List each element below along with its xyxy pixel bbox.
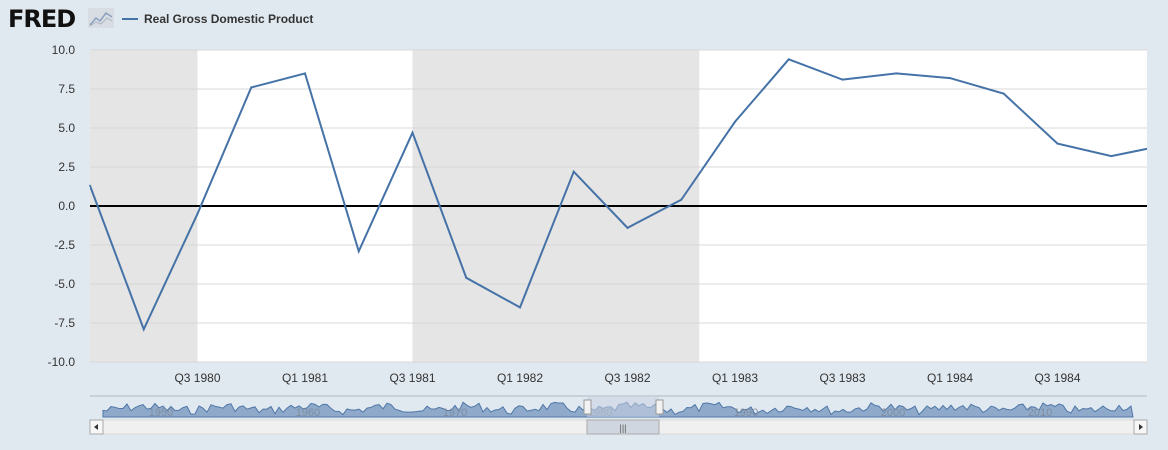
data-point[interactable] <box>572 170 575 173</box>
x-tick-label: Q1 1982 <box>497 371 543 385</box>
y-tick-label: 2.5 <box>58 160 75 174</box>
data-point[interactable] <box>680 198 683 201</box>
data-point[interactable] <box>734 120 736 123</box>
navigator-handle[interactable] <box>655 399 664 415</box>
y-tick-label: -10.0 <box>48 355 76 369</box>
line-chart-icon <box>88 8 114 28</box>
navigator-year-label: 1970 <box>443 407 467 419</box>
grip-icon: ||| <box>619 423 626 433</box>
x-tick-label: Q3 1984 <box>1034 371 1080 385</box>
data-point[interactable] <box>626 226 629 229</box>
x-tick-label: Q3 1983 <box>819 371 865 385</box>
data-point[interactable] <box>196 212 199 215</box>
data-point[interactable] <box>895 72 898 75</box>
y-tick-label: -7.5 <box>54 316 75 330</box>
legend-item[interactable]: Real Gross Domestic Product <box>122 12 313 26</box>
x-tick-label: Q1 1981 <box>282 371 328 385</box>
fred-logo[interactable]: FRED <box>8 5 76 33</box>
data-point[interactable] <box>465 276 468 279</box>
navigator-year-label: 1960 <box>296 407 320 419</box>
data-point[interactable] <box>89 184 91 187</box>
data-point[interactable] <box>142 328 145 331</box>
data-point[interactable] <box>519 306 521 309</box>
navigator-year-label: 1990 <box>734 407 758 419</box>
data-point[interactable] <box>949 77 951 80</box>
navigator-handle[interactable] <box>583 399 592 415</box>
legend-swatch <box>122 18 138 20</box>
data-point[interactable] <box>357 250 360 253</box>
y-tick-label: 7.5 <box>58 82 75 96</box>
legend-label: Real Gross Domestic Product <box>144 12 314 26</box>
data-point[interactable] <box>787 58 790 61</box>
data-point[interactable] <box>1002 92 1005 95</box>
y-tick-label: 0.0 <box>58 199 75 213</box>
data-point[interactable] <box>411 131 414 134</box>
y-tick-label: -5.0 <box>54 277 75 291</box>
data-point[interactable] <box>1110 155 1113 158</box>
data-point[interactable] <box>841 78 844 81</box>
navigator-selection[interactable] <box>587 397 659 417</box>
triangle-right-icon <box>1139 424 1143 430</box>
y-tick-label: -2.5 <box>54 238 75 252</box>
triangle-left-icon <box>94 424 98 430</box>
x-tick-label: Q3 1982 <box>604 371 650 385</box>
x-tick-label: Q1 1983 <box>712 371 758 385</box>
navigator[interactable]: 1950196019701980199020002010||| <box>89 395 1148 435</box>
y-tick-label: 5.0 <box>58 121 75 135</box>
data-point[interactable] <box>304 72 306 75</box>
scrollbar-thumb[interactable] <box>586 419 660 435</box>
x-tick-label: Q3 1981 <box>389 371 435 385</box>
data-point[interactable] <box>250 86 253 89</box>
navigator-year-label: 2000 <box>881 407 905 419</box>
y-tick-label: 10.0 <box>52 43 76 57</box>
navigator-year-label: 2010 <box>1028 407 1052 419</box>
navigator-year-label: 1950 <box>149 407 173 419</box>
x-tick-label: Q1 1984 <box>927 371 973 385</box>
x-tick-label: Q3 1980 <box>174 371 220 385</box>
data-point[interactable] <box>1056 142 1059 145</box>
